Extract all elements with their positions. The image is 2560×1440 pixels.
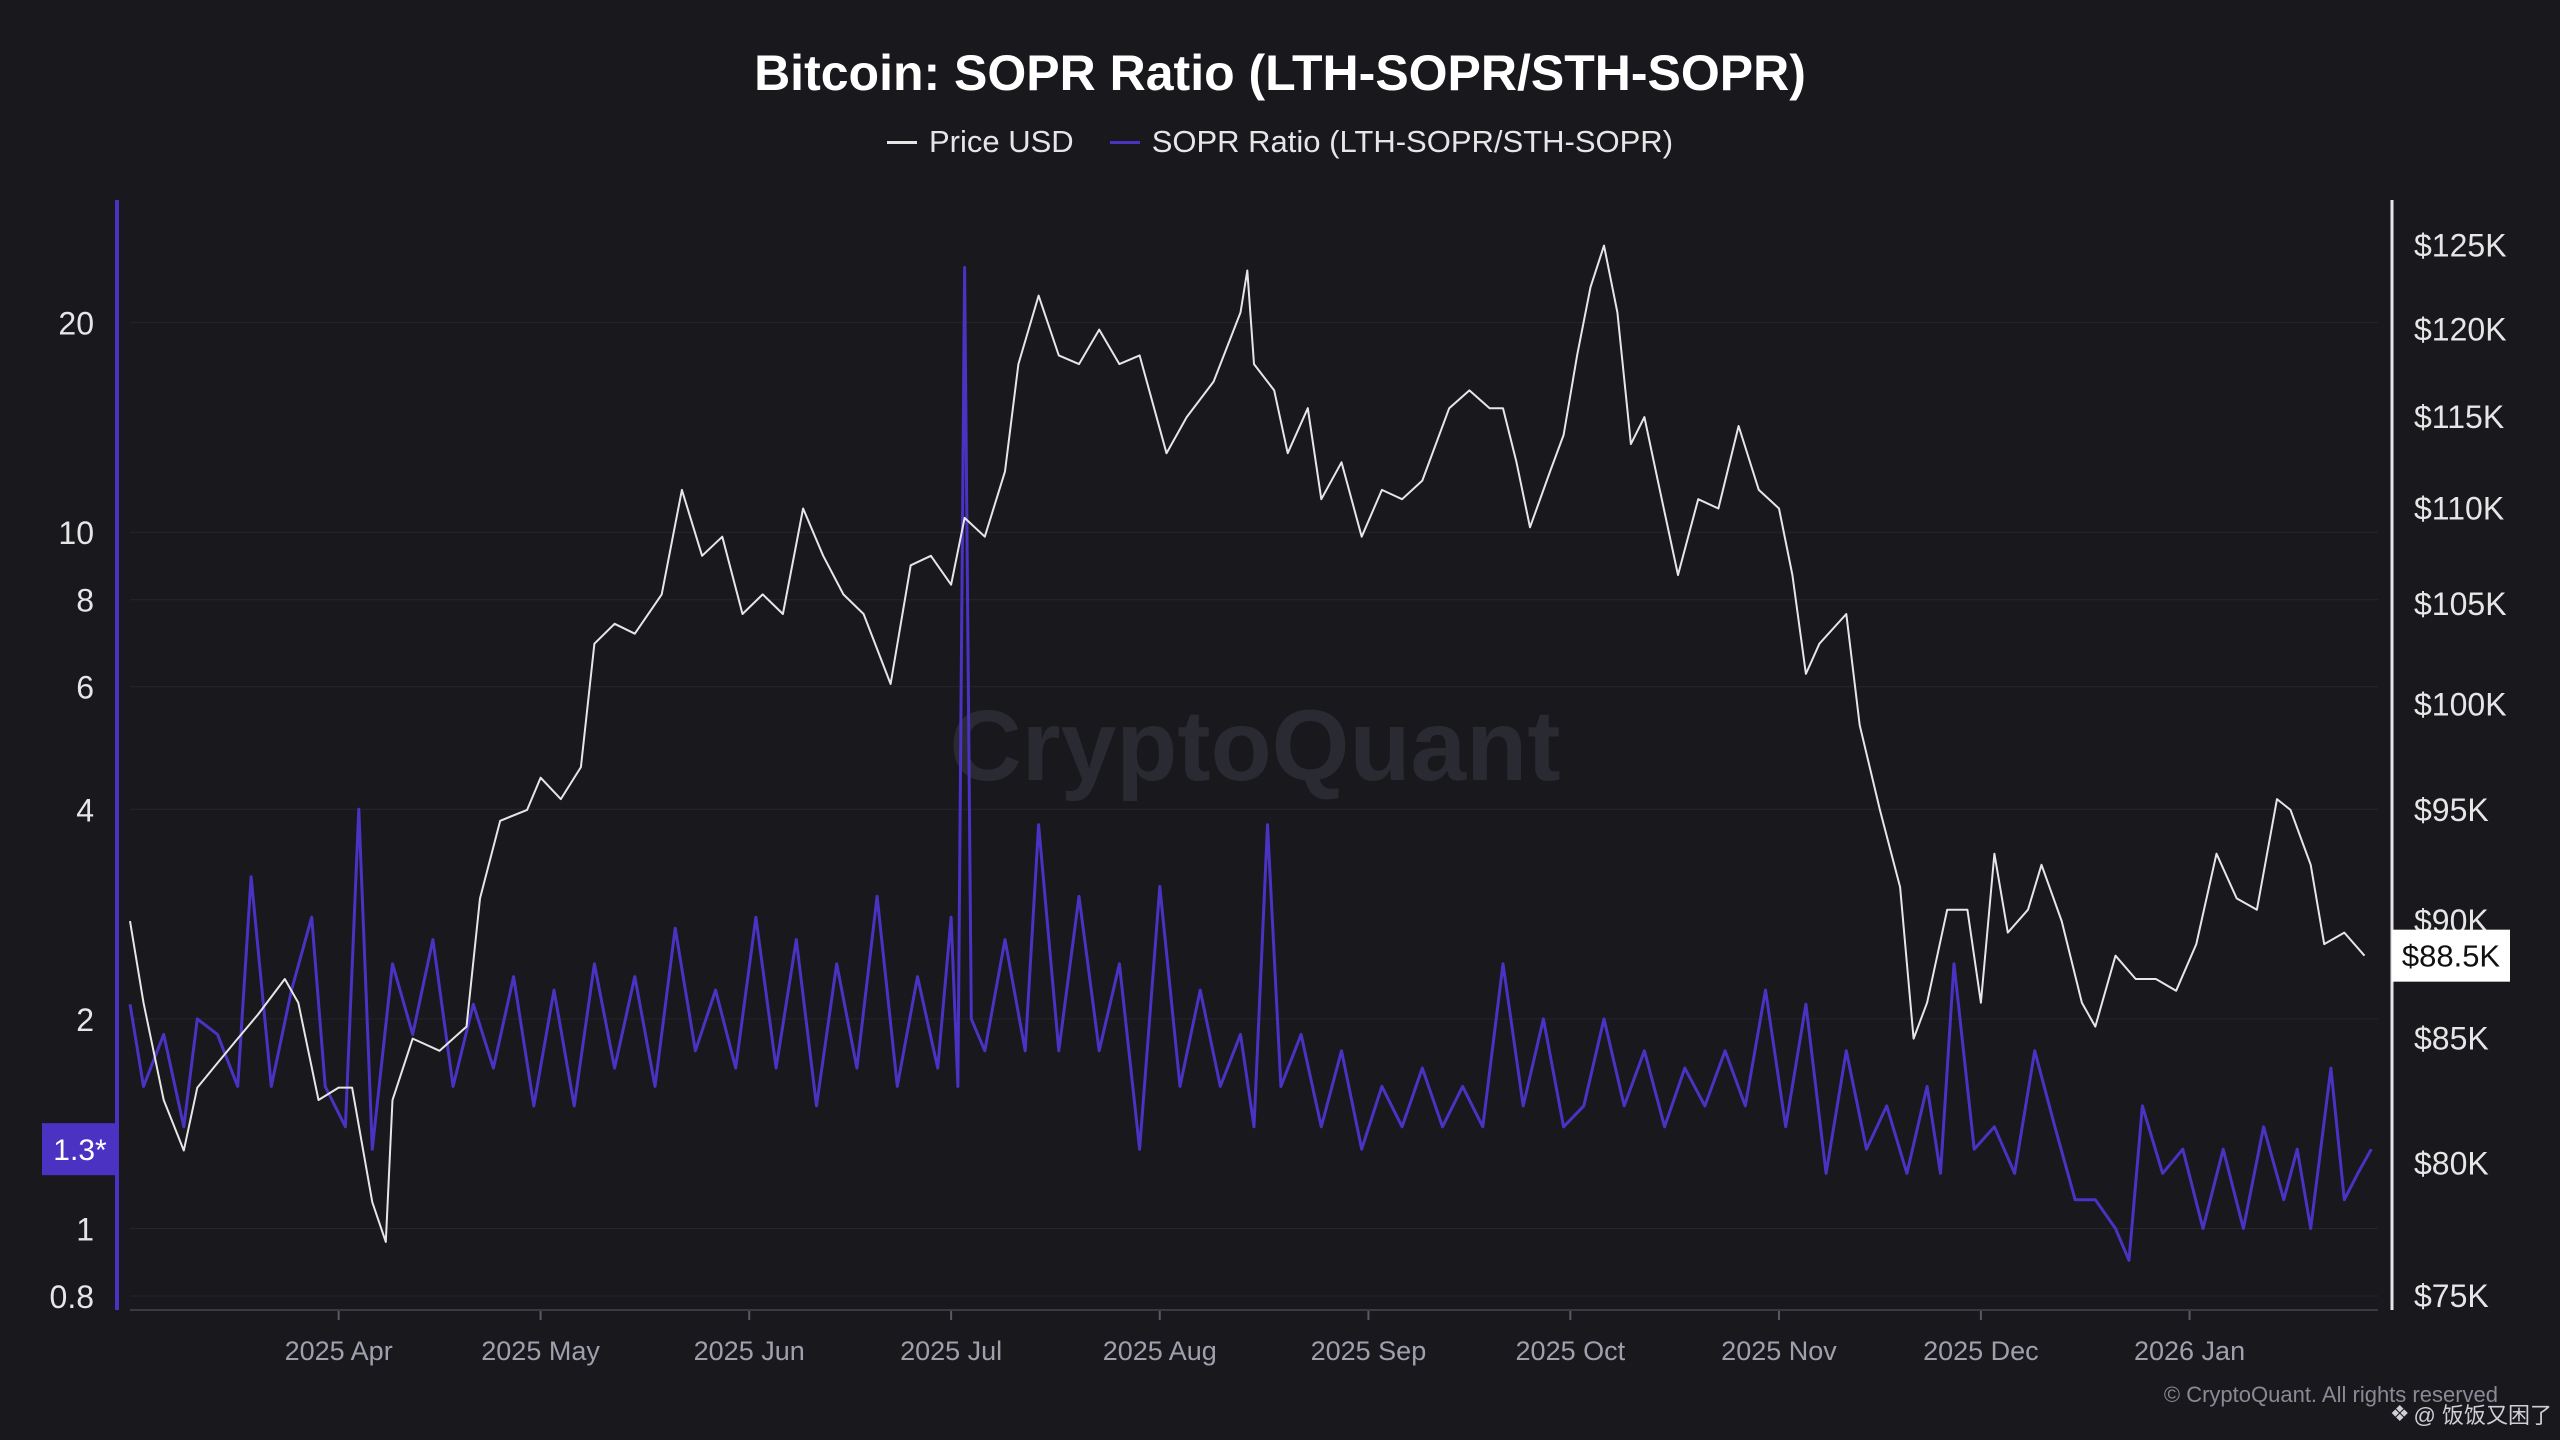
legend-label-sopr-ratio: SOPR Ratio (LTH-SOPR/STH-SOPR) xyxy=(1151,124,1674,159)
grid-layer xyxy=(130,322,2378,1297)
watermark: CryptoQuant xyxy=(949,690,1560,802)
source-handle-label: @ 饭饭又困了 xyxy=(2413,1403,2552,1428)
right-current-value-badge xyxy=(2392,929,2510,982)
legend-swatch-price xyxy=(886,140,917,144)
weibo-icon: ❖ xyxy=(2389,1401,2410,1426)
legend-label-price: Price USD xyxy=(928,124,1074,159)
left-axis-tick-label: 0.8 xyxy=(50,1279,94,1315)
x-axis-tick-label: 2025 Jul xyxy=(900,1336,1002,1366)
copyright-notice: © CryptoQuant. All rights reserved xyxy=(2163,1382,2498,1407)
right-axis-tick-label: $125K xyxy=(2414,228,2507,264)
legend-item-sopr-ratio[interactable]: SOPR Ratio (LTH-SOPR/STH-SOPR) xyxy=(1109,124,1674,160)
legend: Price USD SOPR Ratio (LTH-SOPR/STH-SOPR) xyxy=(0,124,2560,160)
left-axis-tick-label: 4 xyxy=(76,792,94,828)
x-axis-tick-label: 2025 Aug xyxy=(1103,1336,1217,1366)
legend-item-price[interactable]: Price USD xyxy=(886,124,1074,160)
left-axis-tick-label: 2 xyxy=(76,1002,94,1038)
x-axis-tick-label: 2025 Dec xyxy=(1923,1336,2039,1366)
chart-title: Bitcoin: SOPR Ratio (LTH-SOPR/STH-SOPR) xyxy=(754,45,1806,101)
x-axis-tick-label: 2025 Jun xyxy=(694,1336,805,1366)
right-axis-tick-label: $100K xyxy=(2414,686,2507,722)
sopr-ratio-line xyxy=(128,266,2373,1262)
left-axis-tick-label: 10 xyxy=(58,515,94,551)
left-axis-tick-label: 8 xyxy=(76,583,94,619)
x-axis-tick-label: 2025 Apr xyxy=(285,1336,393,1366)
right-axis-tick-label: $115K xyxy=(2414,399,2504,435)
axes: 0.8124681020$75K$80K$85K$90K$95K$100K$10… xyxy=(42,200,2510,1366)
right-current-value-label: $88.5K xyxy=(2402,939,2501,974)
price-line xyxy=(129,244,2366,1243)
x-axis-tick-label: 2026 Jan xyxy=(2134,1336,2245,1366)
right-axis-tick-label: $75K xyxy=(2414,1278,2489,1314)
right-axis-tick-label: $110K xyxy=(2414,490,2504,526)
right-axis-tick-label: $80K xyxy=(2414,1145,2489,1181)
right-axis-tick-label: $120K xyxy=(2414,312,2507,348)
source-handle: ❖ @ 饭饭又困了 xyxy=(2390,1398,2552,1430)
left-axis-tick-label: 20 xyxy=(58,306,94,342)
right-axis-tick-label: $85K xyxy=(2414,1021,2489,1057)
x-axis-tick-label: 2025 Nov xyxy=(1721,1336,1837,1366)
price-series xyxy=(129,244,2366,1243)
left-axis-tick-label: 6 xyxy=(76,670,94,706)
left-current-value-badge xyxy=(42,1123,117,1176)
legend-swatch-sopr-ratio xyxy=(1109,140,1140,144)
x-axis-tick-label: 2025 Sep xyxy=(1311,1336,1427,1366)
x-axis-tick-label: 2025 May xyxy=(481,1336,600,1366)
right-axis-tick-label: $95K xyxy=(2414,792,2489,828)
right-axis-tick-label: $105K xyxy=(2414,586,2507,622)
sopr-ratio-series xyxy=(128,266,2373,1262)
left-axis-tick-label: 1 xyxy=(76,1212,94,1248)
x-axis-tick-label: 2025 Oct xyxy=(1516,1336,1626,1366)
left-current-value-label: 1.3* xyxy=(53,1134,107,1167)
